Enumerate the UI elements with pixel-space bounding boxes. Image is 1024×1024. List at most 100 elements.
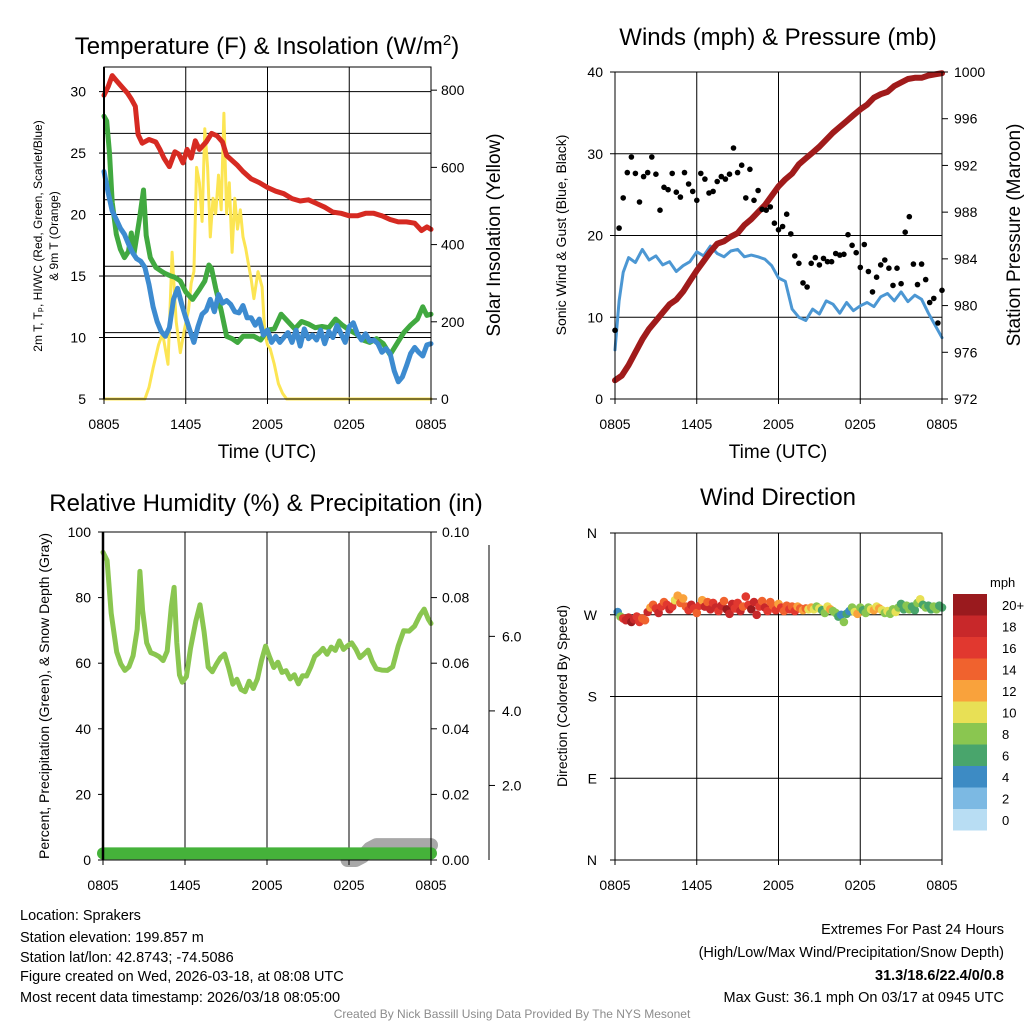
gust-point (816, 262, 823, 268)
gust-point (649, 154, 655, 160)
gust-point (726, 171, 733, 177)
temperature-panel: Temperature (F) & Insolation (W/m2) 0805… (31, 32, 505, 463)
temperature-x-ticks: 0805 1405 2005 0205 0805 (88, 399, 447, 432)
most-recent-data: Most recent data timestamp: 2026/03/18 0… (20, 990, 340, 1006)
y-tick-label: E (588, 770, 597, 786)
y-tick-label: 40 (75, 721, 91, 737)
gust-point (869, 289, 876, 295)
x-tick-label: 0205 (845, 877, 876, 893)
gust-point (877, 262, 884, 268)
y-tick-label: W (584, 607, 598, 623)
gust-point (767, 204, 774, 210)
station-pressure-line (612, 70, 945, 384)
gust-point (734, 169, 741, 176)
y-tick-label: 20 (70, 207, 86, 223)
y2-tick-label: 400 (441, 237, 465, 253)
extremes-values: 31.3/18.6/22.4/0/0.8 (875, 968, 1004, 984)
gust-point (698, 170, 704, 177)
gust-point (771, 220, 778, 226)
legend-label: 0 (1002, 813, 1009, 828)
wind-direction-x-ticks: 0805 1405 2005 0205 0805 (599, 860, 958, 893)
legend-swatch (953, 787, 987, 809)
gust-point (783, 211, 790, 217)
x-tick-label: 0805 (415, 877, 446, 893)
gust-point (935, 320, 941, 326)
gust-point (747, 166, 753, 173)
gust-point (722, 176, 729, 182)
legend-label: 12 (1002, 684, 1016, 699)
gust-point (824, 258, 831, 265)
gust-point (632, 170, 639, 177)
y2-tick-label: 0.04 (442, 721, 469, 737)
speed-color-legend: 20+ 18 16 14 12 10 8 6 4 2 0 (953, 594, 1024, 831)
sonic-wind-line (613, 244, 944, 352)
direction-point (752, 610, 761, 620)
y2-tick-label: 992 (954, 157, 978, 173)
y2-tick-label: 976 (954, 344, 978, 360)
y3-tick-label: 6.0 (502, 628, 522, 644)
wind-direction-y-label: Direction (Colored By Speed) (554, 605, 570, 787)
y2-tick-label: 996 (954, 111, 978, 127)
x-tick-label: 2005 (252, 416, 283, 432)
y3-tick-label: 2.0 (502, 777, 522, 793)
y-tick-label: 30 (587, 146, 603, 162)
legend-swatch (953, 680, 987, 702)
legend-label: 2 (1002, 792, 1009, 807)
legend-swatch (953, 744, 987, 766)
wind-direction-panel: Wind Direction 0805 1405 2005 0205 0805 N E S W… (554, 484, 1024, 893)
x-tick-label: 1405 (681, 877, 712, 893)
gust-point (812, 254, 819, 261)
wind-direction-title: Wind Direction (700, 484, 856, 511)
gust-point (653, 171, 659, 177)
direction-point (763, 606, 772, 616)
humidity-y-label: Percent, Precipitation (Green), & Snow D… (36, 533, 52, 859)
y-tick-label: 5 (78, 391, 86, 407)
direction-point (747, 605, 756, 614)
gust-point (685, 181, 692, 187)
legend-label: 4 (1002, 770, 1009, 785)
station-info: Location: Sprakers Station elevation: 19… (20, 908, 344, 1006)
winds-gridlines (615, 72, 942, 399)
x-tick-label: 0805 (599, 416, 630, 432)
direction-point (910, 605, 920, 615)
y-tick-label: 0 (595, 391, 603, 407)
gust-point (828, 258, 835, 265)
wind-direction-points (613, 591, 947, 627)
legend-swatch (953, 766, 987, 788)
gust-point (849, 242, 855, 249)
y-tick-label: 15 (70, 268, 86, 284)
y-tick-label: 10 (70, 330, 86, 346)
gust-point (898, 280, 904, 287)
figure-created: Figure created on Wed, 2026-03-18, at 08… (20, 969, 344, 985)
y2-tick-label: 0.06 (442, 655, 469, 671)
gust-point (800, 280, 806, 286)
station-location: Location: Sprakers (20, 908, 141, 924)
gust-point (669, 170, 675, 177)
gust-point (620, 195, 626, 201)
x-tick-label: 0805 (926, 416, 957, 432)
gust-point (677, 194, 684, 200)
humidity-x-ticks: 0805 1405 2005 0205 0805 (87, 860, 447, 893)
gust-point (657, 207, 663, 213)
gust-point (922, 276, 929, 283)
gust-point (926, 299, 933, 306)
station-latlon: Station lat/lon: 42.8743; -74.5086 (20, 950, 234, 966)
legend-swatch (953, 701, 987, 723)
winds-series (612, 70, 945, 384)
gust-point (902, 229, 908, 235)
x-tick-label: 0805 (87, 877, 118, 893)
direction-point (640, 615, 650, 625)
gust-point (624, 169, 631, 176)
gust-point (796, 260, 802, 267)
y-tick-label: N (587, 852, 597, 868)
y2-tick-label: 0.02 (442, 786, 469, 802)
gust-point (738, 162, 745, 168)
direction-point (678, 594, 688, 603)
winds-x-ticks: 0805 1405 2005 0205 0805 (599, 399, 958, 432)
gust-point (616, 225, 622, 231)
x-tick-label: 1405 (681, 416, 712, 432)
legend-label: 8 (1002, 727, 1009, 742)
y2-tick-label: 0.08 (442, 590, 469, 606)
y2-tick-label: 972 (954, 391, 978, 407)
